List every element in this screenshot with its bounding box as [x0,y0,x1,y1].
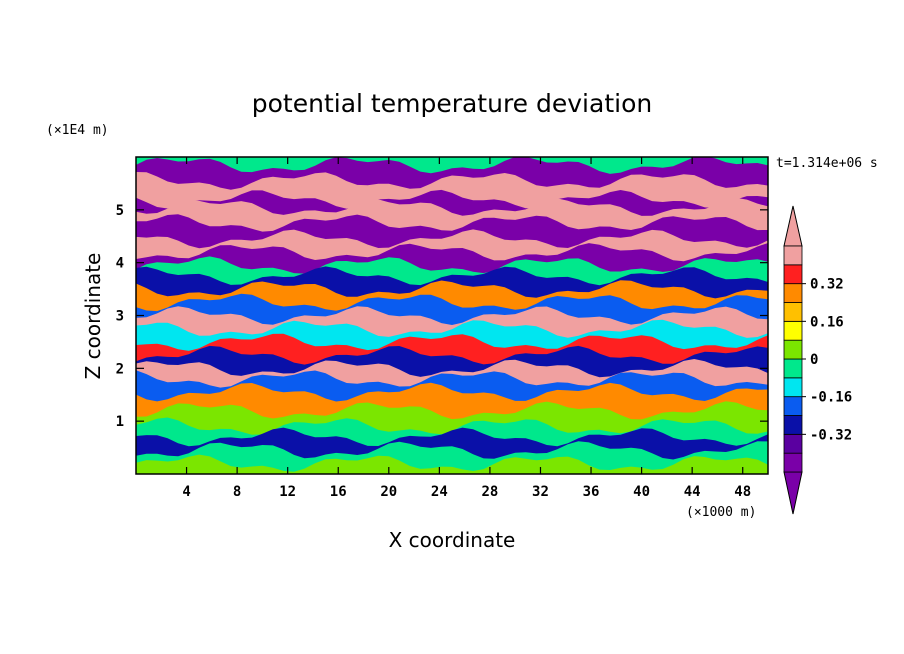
x-tick-label: 12 [279,484,296,500]
y-tick-label: 5 [116,203,124,219]
colorbar-swatch [783,415,803,435]
x-axis-title: X coordinate [389,528,516,552]
colorbar: 0.32 0.16 0 -0.16 -0.32 [783,205,852,515]
colorbar-extend-low [783,471,803,515]
x-tick-label: 36 [583,484,600,500]
y-tick-label: 3 [116,309,124,325]
colorbar-swatch [783,264,803,285]
colorbar-swatch [783,358,803,379]
colorbar-label: -0.32 [810,427,852,443]
x-tick-label: 16 [330,484,347,500]
x-tick-label: 8 [233,484,241,500]
contour-field [136,157,768,474]
x-tick-label: 4 [182,484,190,500]
chart-title: potential temperature deviation [252,89,652,118]
colorbar-swatch [783,433,803,454]
time-label: t=1.314e+06 s [776,156,878,171]
x-tick-label: 28 [481,484,498,500]
y-tick-label: 2 [116,361,124,377]
x-tick-label: 24 [431,484,448,500]
x-axis: 4 8 12 16 20 24 28 32 36 40 44 48 [182,157,751,500]
colorbar-swatch [783,245,803,266]
colorbar-extend-high [783,205,803,247]
y-axis: 1 2 3 4 5 [116,203,768,430]
colorbar-label: 0.16 [810,314,844,330]
x-unit-label: (×1000 m) [686,505,756,520]
x-tick-label: 48 [734,484,751,500]
x-tick-label: 32 [532,484,549,500]
colorbar-swatch [783,283,803,303]
y-tick-label: 4 [116,256,124,272]
colorbar-label: -0.16 [810,390,852,406]
contour-band [136,454,768,474]
colorbar-swatch [783,452,803,473]
colorbar-swatch [783,302,803,322]
x-tick-label: 20 [380,484,397,500]
colorbar-swatch [783,320,803,341]
colorbar-swatch [783,339,803,360]
contour-band [136,441,768,474]
colorbar-swatch [783,377,803,398]
colorbar-label: 0.32 [810,277,844,293]
x-tick-label: 44 [684,484,701,500]
colorbar-label: 0 [810,352,818,368]
colorbar-swatch [783,396,803,416]
y-unit-label: (×1E4 m) [46,123,109,138]
y-tick-label: 1 [116,414,124,430]
y-axis-title: Z coordinate [81,253,105,380]
x-tick-label: 40 [633,484,650,500]
